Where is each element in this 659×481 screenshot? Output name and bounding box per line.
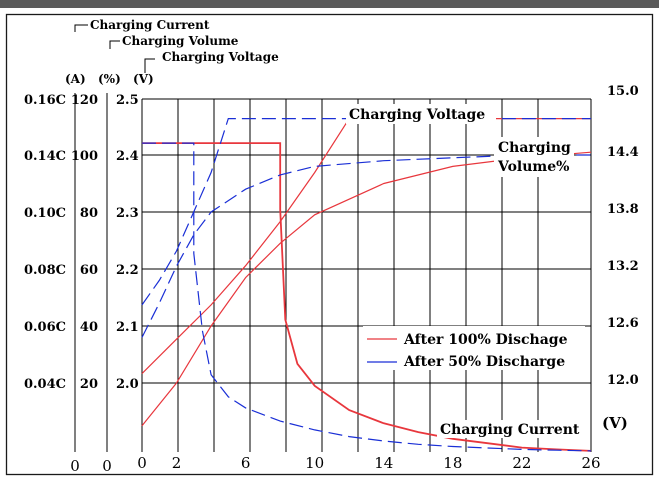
unit-volume: (%) bbox=[98, 72, 121, 86]
right-tick-label-5: 12.0 bbox=[607, 373, 639, 388]
legend-label-50: After 50% Discharge bbox=[403, 354, 565, 370]
label-charging-volume-2: Volume% bbox=[497, 159, 569, 175]
x-tick-label-4: 14 bbox=[374, 454, 393, 472]
x-tick-label-unit-1: 0 bbox=[102, 457, 112, 475]
series-line-3-charging-voltage-50pct bbox=[141, 117, 591, 306]
outer-frame bbox=[5, 13, 654, 476]
header-voltage-leader bbox=[144, 58, 155, 73]
x-tick-label-0: 0 bbox=[137, 454, 147, 472]
current-tick-label-4: 0.06C bbox=[24, 320, 66, 335]
right-tick-label-2: 13.8 bbox=[607, 202, 639, 217]
legend-bg bbox=[363, 326, 585, 370]
label-charging-voltage: Charging Voltage bbox=[349, 107, 485, 123]
volume-tick-label-0: 120 bbox=[71, 93, 98, 108]
x-tick-label-2: 6 bbox=[241, 454, 251, 472]
current-label-bg bbox=[437, 420, 587, 438]
header-current: Charging Current bbox=[90, 18, 210, 32]
cell-voltage-tick-label-3: 2.2 bbox=[116, 263, 139, 278]
current-tick-label-0: 0.16C bbox=[24, 93, 66, 108]
x-tick-label-3: 10 bbox=[305, 454, 324, 472]
volume-tick-label-1: 100 bbox=[71, 149, 98, 164]
volume-tick-label-2: 80 bbox=[80, 206, 98, 221]
series-line-1-charging-volume-100pct bbox=[141, 151, 592, 427]
cell-voltage-tick-label-1: 2.4 bbox=[116, 149, 139, 164]
label-charging-current: Charging Current bbox=[440, 422, 580, 438]
axis-headers: Charging Current Charging Volume Chargin… bbox=[65, 18, 279, 86]
volume-tick-label-5: 20 bbox=[80, 377, 98, 392]
x-tick-label-1: 2 bbox=[172, 454, 182, 472]
header-voltage: Charging Voltage bbox=[162, 50, 279, 64]
x-tick-label-6: 22 bbox=[512, 454, 531, 472]
x-axis-labels: 0 0 0 2 6 10 14 18 22 26 bbox=[70, 454, 600, 475]
x-tick-label-unit-0: 0 bbox=[70, 457, 80, 475]
current-tick-label-3: 0.08C bbox=[24, 263, 66, 278]
right-tick-label-3: 13.2 bbox=[607, 259, 639, 274]
current-tick-label-5: 0.04C bbox=[24, 377, 66, 392]
series-line-5-charging-current-50pct bbox=[142, 142, 592, 452]
current-tick-label-1: 0.14C bbox=[24, 149, 66, 164]
unit-voltage: (V) bbox=[133, 72, 154, 86]
header-volume-leader bbox=[109, 40, 120, 49]
top-band bbox=[0, 0, 659, 8]
right-tick-label-1: 14.4 bbox=[607, 145, 639, 160]
cell-voltage-tick-label-5: 2.0 bbox=[116, 377, 139, 392]
volume-tick-label-3: 60 bbox=[80, 263, 98, 278]
label-charging-volume-1: Charging bbox=[498, 140, 571, 156]
x-tick-label-7: 26 bbox=[581, 454, 600, 472]
x-tick-label-5: 18 bbox=[443, 454, 462, 472]
cell-voltage-tick-label-2: 2.3 bbox=[116, 206, 139, 221]
left-axis-labels: 0.16C 120 2.5 0.14C 100 2.4 0.10C 80 2.3 0.08C 60 2… bbox=[24, 93, 139, 392]
cell-voltage-tick-label-0: 2.5 bbox=[116, 93, 139, 108]
legend-label-100: After 100% Dischage bbox=[403, 332, 568, 348]
right-axis-unit: (V) bbox=[602, 414, 628, 432]
volume-label-bg bbox=[494, 137, 574, 177]
series-line-4-charging-volume-50pct bbox=[141, 154, 591, 338]
cell-voltage-tick-label-4: 2.1 bbox=[116, 320, 139, 335]
series-line-2-charging-current-100pct bbox=[142, 142, 592, 452]
voltage-label-bg bbox=[346, 104, 496, 124]
right-axis-labels: 15.0 14.4 13.8 13.2 12.6 12.0 bbox=[607, 84, 639, 388]
header-volume: Charging Volume bbox=[122, 34, 239, 48]
unit-current: (A) bbox=[65, 72, 86, 86]
series-layer bbox=[141, 117, 592, 452]
header-current-leader bbox=[74, 24, 88, 32]
right-tick-label-4: 12.6 bbox=[607, 316, 639, 331]
right-tick-label-0: 15.0 bbox=[607, 84, 639, 99]
current-tick-label-2: 0.10C bbox=[24, 206, 66, 221]
volume-tick-label-4: 40 bbox=[80, 320, 98, 335]
legend: After 100% Dischage After 50% Discharge bbox=[363, 326, 585, 370]
